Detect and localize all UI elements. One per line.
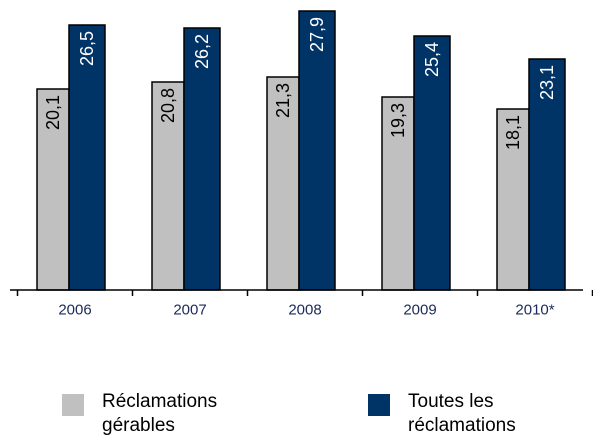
value-label: 20,8: [158, 88, 178, 123]
legend-item: Toutes les réclamations: [368, 390, 568, 438]
legend-label: Réclamations gérables: [102, 391, 218, 436]
value-label: 25,4: [422, 42, 442, 77]
value-label: 27,9: [307, 17, 327, 52]
bar: [68, 24, 106, 291]
bar: [298, 10, 336, 291]
bar: [183, 27, 221, 291]
x-tick-label: 2009: [403, 302, 436, 319]
legend-label: Toutes les réclamations: [408, 391, 516, 436]
x-tick-label: 2006: [58, 302, 91, 319]
legend-swatch: [62, 394, 84, 416]
value-label: 21,3: [273, 83, 293, 118]
bar: [528, 58, 566, 291]
x-tick-label: 2010*: [515, 302, 554, 319]
value-label: 20,1: [43, 95, 63, 130]
value-label: 26,2: [192, 34, 212, 69]
bar: [36, 88, 70, 291]
value-label: 18,1: [503, 115, 523, 150]
legend-swatch: [368, 394, 390, 416]
x-tick-label: 2008: [288, 302, 321, 319]
chart: 20,1 26,5 2006 20,8 26,2 2007 21,3 27,9 2008 19,3…: [10, 10, 593, 319]
x-tick-label: 2007: [173, 302, 206, 319]
value-label: 26,5: [77, 31, 97, 66]
legend-item: Réclamations gérables: [62, 390, 262, 438]
value-label: 19,3: [388, 103, 408, 138]
bar: [413, 35, 451, 291]
value-label: 23,1: [537, 65, 557, 100]
